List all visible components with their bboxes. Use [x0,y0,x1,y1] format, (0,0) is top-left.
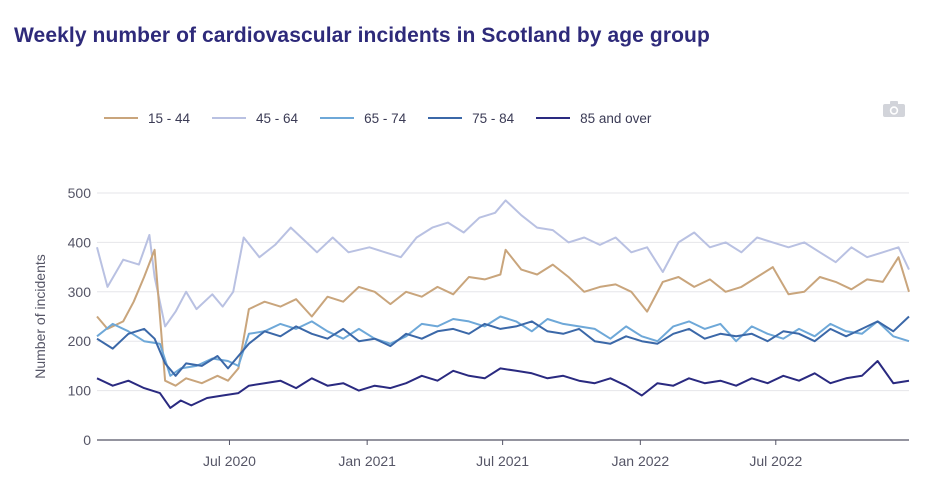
legend-swatch [104,117,138,119]
legend-label: 15 - 44 [148,110,191,126]
legend-label: 85 and over [580,110,652,126]
legend-item[interactable]: 65 - 74 [320,111,406,126]
legend-swatch [428,117,463,119]
legend-item[interactable]: 85 and over [536,111,651,126]
y-tick-label: 0 [83,432,91,448]
legend-label: 65 - 74 [364,110,407,126]
legend-swatch [320,117,355,119]
camera-icon[interactable] [882,100,906,118]
x-tick-label: Jul 2021 [476,453,529,469]
series-line-75-84 [96,315,910,377]
legend-item[interactable]: 15 - 44 [104,111,190,126]
y-axis-label: Number of incidents [32,254,48,379]
y-tick-label: 500 [68,185,92,201]
series-line-85-and-over [96,360,910,409]
series-line-45-64 [96,199,910,328]
legend-label: 45 - 64 [256,110,299,126]
y-tick-label: 400 [68,234,92,250]
legend-label: 75 - 84 [472,110,515,126]
chart-title: Weekly number of cardiovascular incident… [14,24,710,47]
legend-item[interactable]: 75 - 84 [428,111,514,126]
legend: 15 - 44 45 - 64 65 - 74 75 - 84 85 and over [104,108,673,128]
x-tick-label: Jul 2020 [203,453,256,469]
legend-swatch [212,117,247,119]
y-tick-label: 300 [68,284,92,300]
x-tick-label: Jan 2022 [612,453,670,469]
x-tick-label: Jul 2022 [749,453,802,469]
y-tick-label: 100 [68,383,92,399]
x-tick-label: Jan 2021 [338,453,396,469]
y-tick-label: 200 [68,333,92,349]
series-line-15-44 [96,248,910,387]
legend-item[interactable]: 45 - 64 [212,111,298,126]
legend-swatch [536,117,571,119]
series-line-65-74 [96,315,910,377]
